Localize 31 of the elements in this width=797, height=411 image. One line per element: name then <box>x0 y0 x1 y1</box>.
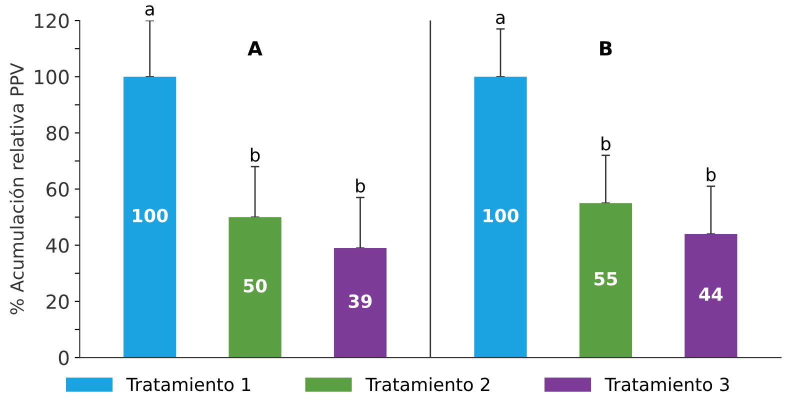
data-label: 44 <box>699 288 723 301</box>
bar <box>579 203 632 358</box>
legend-label: Tratamiento 2 <box>365 377 490 392</box>
legend-label: Tratamiento 3 <box>604 377 729 392</box>
data-label: 55 <box>594 272 618 286</box>
text: a <box>145 5 154 16</box>
annotation: b <box>250 148 260 162</box>
annotation: a <box>496 14 504 24</box>
x-tick-label: B <box>600 41 612 56</box>
y-tick-label: 40 <box>46 238 69 253</box>
y-tick-label: 20 <box>46 294 69 310</box>
data-label: 100 <box>133 208 168 222</box>
bar <box>124 76 176 358</box>
y-axis-title: % Acumulación relativa PPV <box>9 62 24 314</box>
legend-label: Tratamiento 1 <box>126 377 250 392</box>
data-label: 100 <box>484 208 518 222</box>
x-tick-label: A <box>248 41 262 56</box>
annotation: b <box>706 167 716 182</box>
y-tick-label: 0 <box>58 350 69 366</box>
annotation: b <box>356 178 365 193</box>
data-label: 39 <box>348 294 372 308</box>
bar <box>228 217 282 358</box>
annotation: b <box>602 136 610 150</box>
y-tick-label: 100 <box>35 70 69 84</box>
data-label: 50 <box>244 278 267 293</box>
y-tick-label: 60 <box>46 182 69 197</box>
y-tick-label: 80 <box>46 126 69 141</box>
bar <box>334 248 387 358</box>
bar <box>474 76 527 358</box>
y-tick-label: 120 <box>35 14 69 28</box>
bar <box>684 234 738 358</box>
